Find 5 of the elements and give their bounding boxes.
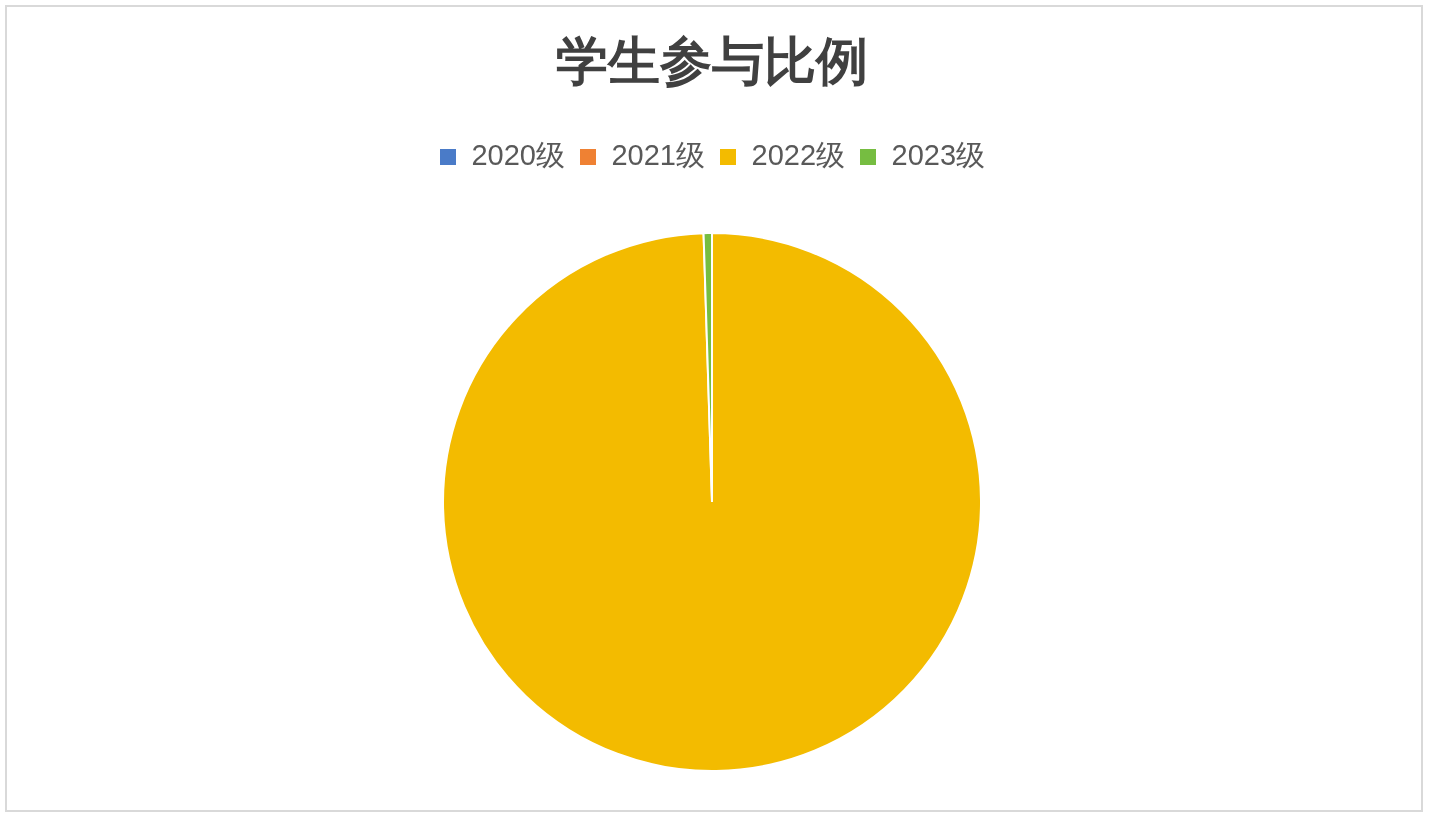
legend-label: 2022级	[751, 138, 846, 171]
chart-title: 学生参与比例	[556, 29, 868, 91]
legend-label: 2020级	[471, 138, 565, 171]
legend-label: 2023级	[891, 138, 986, 171]
legend-label: 2021级	[611, 138, 705, 171]
